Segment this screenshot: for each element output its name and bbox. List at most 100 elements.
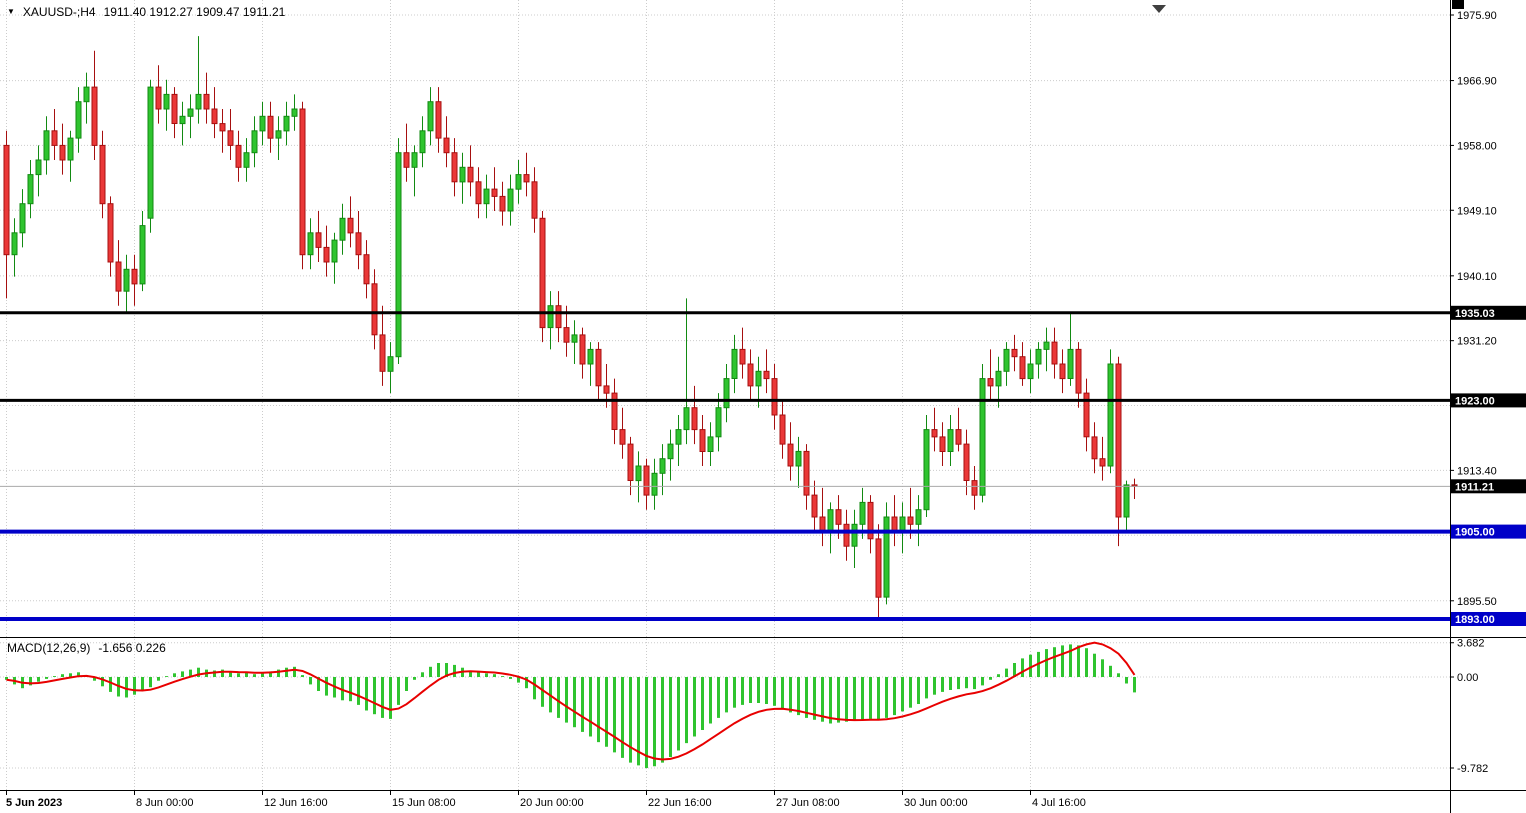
candle [571,320,578,364]
time-tick-label: 15 Jun 08:00 [392,797,456,809]
candle-body [763,370,770,380]
candle [1067,313,1074,386]
candle [715,393,722,452]
candle [971,466,978,510]
candle-body [731,348,738,379]
candle [275,116,282,160]
price-tick-label: 1913.40 [1457,465,1497,477]
candle [467,145,474,197]
candle-body [171,93,178,125]
candle-body [27,174,34,205]
candle-body [827,509,834,533]
candle-body [907,516,914,525]
candle-body [467,166,474,183]
candle-body [579,334,586,365]
candle [555,291,562,343]
candle-body [147,86,154,219]
candle-body [99,144,106,205]
candle [683,298,690,445]
candle [667,429,674,481]
candle-body [835,509,842,525]
candle [475,167,482,219]
candle-body [131,268,138,285]
candle-body [1099,458,1106,467]
candle [1003,342,1010,386]
candle [739,327,746,379]
price-tag-label: 1905.00 [1455,527,1495,539]
candle-body [75,101,82,139]
candle-body [899,516,906,533]
candle-body [235,144,242,168]
candle [115,240,122,306]
candle [891,495,898,547]
candle-body [355,232,362,256]
candle-body [339,217,346,241]
time-axis-dragzone[interactable] [0,791,1450,813]
candle-body [283,115,290,132]
candle [99,130,106,219]
candle-body [3,144,10,256]
candle-body [371,283,378,336]
candle-body [299,108,306,256]
candle-body [811,494,818,518]
candle-body [203,93,210,110]
candle [675,415,682,466]
candle [699,415,706,466]
candle [251,116,258,168]
candle [219,109,226,153]
candle [123,254,130,313]
time-tick-label: 12 Jun 16:00 [264,797,328,809]
candle-body [1115,363,1122,518]
time-tick-label: 30 Jun 00:00 [904,797,968,809]
candle-body [667,443,674,460]
candle [155,65,162,124]
candle [211,87,218,139]
candle-body [1083,392,1090,438]
candle [987,349,994,401]
price-tag-bg [1451,305,1526,320]
candle [27,160,34,219]
candle-body [627,443,634,482]
candle [91,50,98,160]
macd-tick-label: 3.682 [1457,638,1485,650]
candle-body [1043,341,1050,350]
candle [347,196,354,248]
candle-body [1027,363,1034,380]
candle [723,364,730,423]
price-axis-dragzone[interactable] [1451,0,1526,790]
candle [235,130,242,182]
candle [387,342,394,394]
candle-body [947,429,954,453]
candle-body [955,429,962,445]
candle-body [443,137,450,154]
candle [731,334,738,394]
candle [1051,327,1058,379]
candle-body [435,101,442,139]
candle [827,502,834,554]
candle [747,349,754,401]
candle [179,101,186,146]
candle-body [1051,341,1058,365]
candle [259,101,266,146]
candle-body [411,152,418,168]
candle [307,218,314,270]
candle [1059,349,1066,394]
candle [395,138,402,364]
candle [483,174,490,219]
candle [939,422,946,466]
chart-shift-marker-icon[interactable] [1152,5,1166,13]
candle-body [123,268,130,292]
candle-body [843,523,850,547]
candle [955,407,962,452]
macd-layer [5,641,1136,768]
candle [1091,422,1098,474]
candle-body [595,348,602,387]
candle [659,444,666,496]
candle-body [859,501,866,525]
candle [787,422,794,481]
candle [691,385,698,445]
candle-body [307,232,314,256]
candle-body [755,370,762,387]
